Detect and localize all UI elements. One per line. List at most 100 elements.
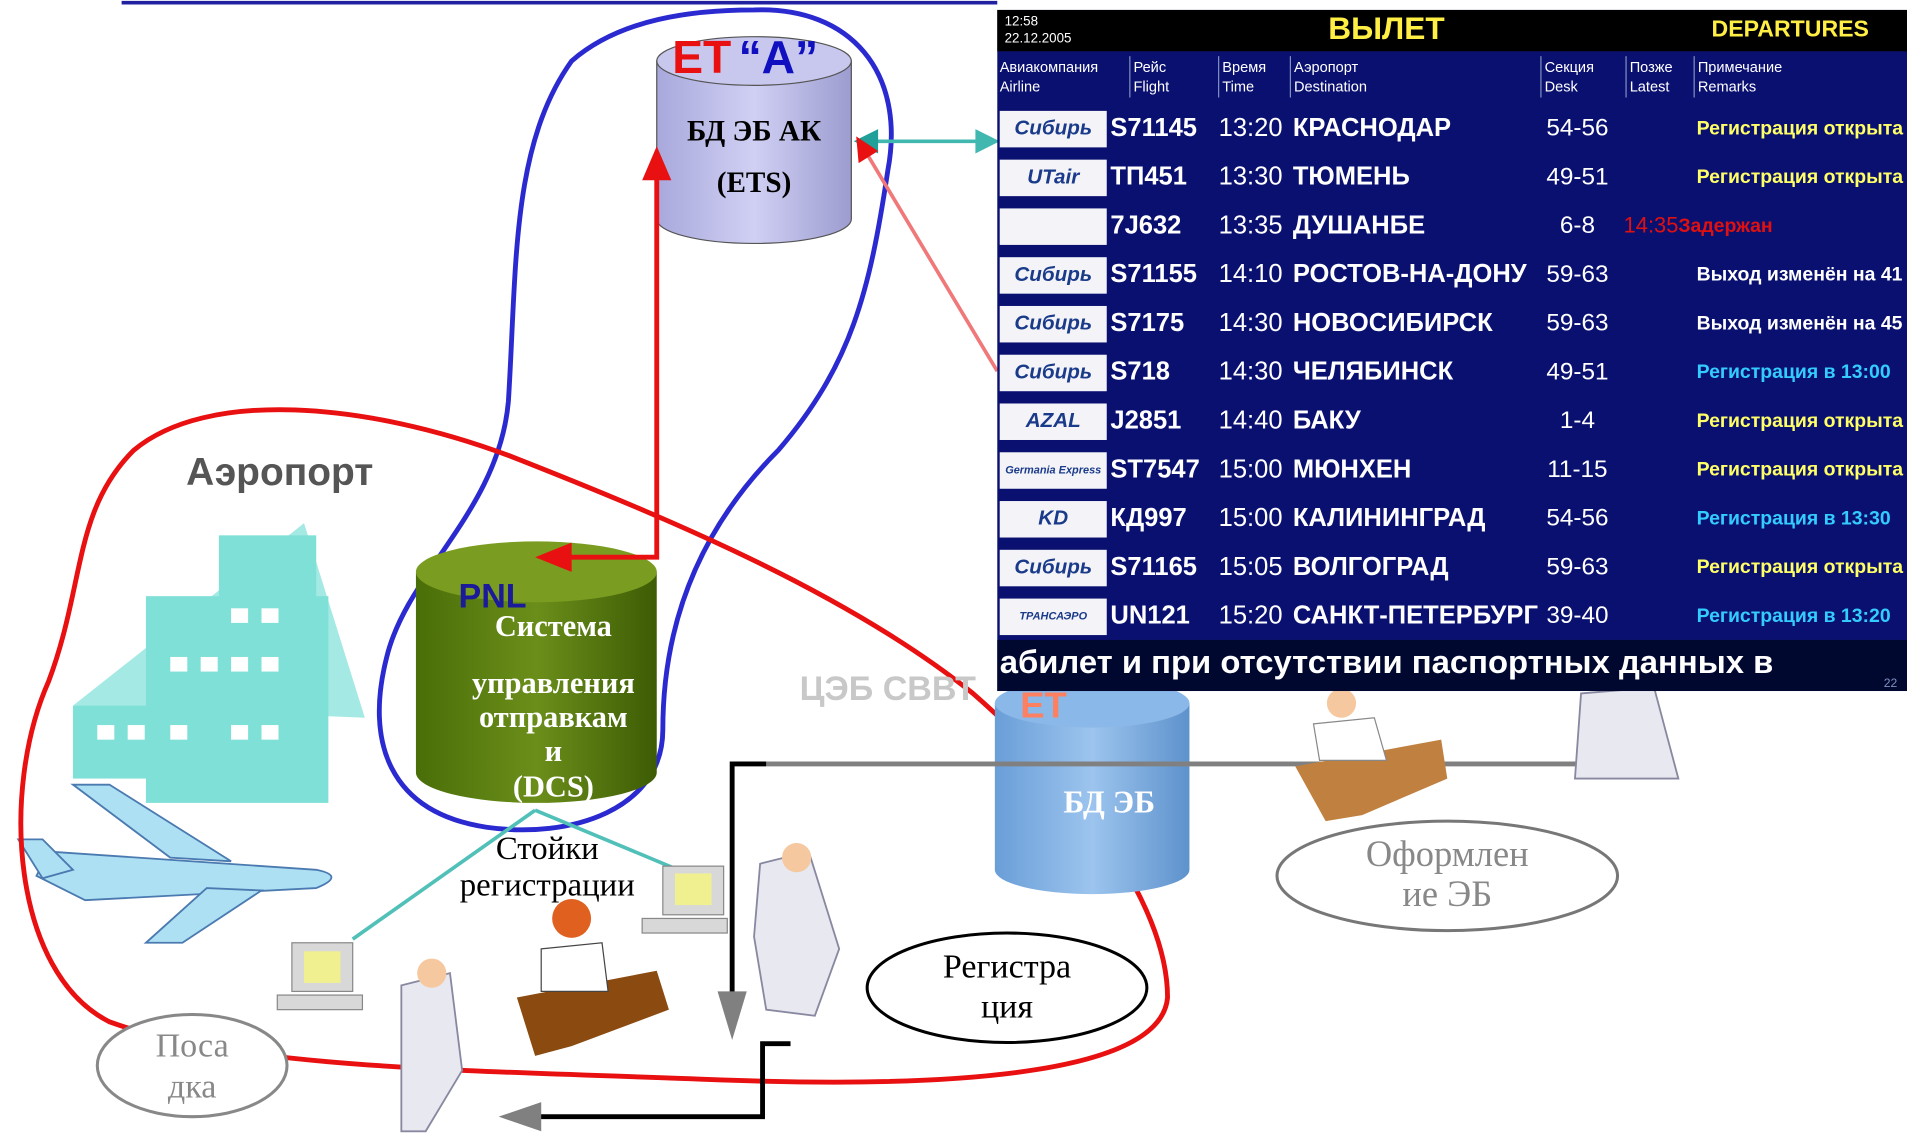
remark: Регистрация открыта	[1697, 556, 1904, 578]
desk: 54-56	[1546, 505, 1608, 532]
boarding-label: дка	[168, 1069, 216, 1106]
time: 15:00	[1219, 455, 1283, 483]
desk: 1-4	[1560, 407, 1595, 434]
time: 15:00	[1219, 504, 1283, 532]
registration-label: Регистра	[943, 948, 1071, 985]
remark: Регистрация открыта	[1697, 117, 1904, 139]
column-header: Latest	[1630, 80, 1670, 96]
column-header: Примечание	[1698, 60, 1782, 76]
page: ЦЭБ СВВТ ET БД ЭБ ET “A” БД ЭБ АК (ETS) …	[0, 0, 1907, 1140]
destination: МЮНХЕН	[1293, 455, 1412, 483]
counters-label: регистрации	[460, 868, 635, 904]
destination: САНКТ-ПЕТЕРБУРГ	[1293, 602, 1538, 630]
plane-icon	[18, 785, 331, 943]
flight: J2851	[1110, 406, 1181, 434]
destination: БАКУ	[1293, 406, 1362, 434]
column-header: Flight	[1133, 80, 1169, 96]
airline: Сибирь	[1014, 263, 1092, 286]
column-header: Рейс	[1133, 60, 1166, 76]
center-db-label: БД ЭБ	[1063, 785, 1155, 820]
page-number: 22	[1884, 676, 1898, 690]
time: 14:30	[1219, 358, 1283, 386]
column-header: Remarks	[1698, 80, 1756, 96]
registration-label: ция	[981, 988, 1033, 1025]
et-label: ET	[672, 31, 731, 83]
airline: UTair	[1027, 165, 1080, 188]
board-title: ВЫЛЕТ	[1328, 10, 1444, 46]
counters-label: Стойки	[496, 831, 599, 867]
destination: ДУШАНБЕ	[1293, 211, 1425, 239]
flight: ТП451	[1110, 163, 1187, 191]
remark: Регистрация открыта	[1697, 459, 1904, 481]
remark: Регистрация открыта	[1697, 166, 1904, 188]
airline: Сибирь	[1014, 360, 1092, 383]
time: 13:35	[1219, 211, 1283, 239]
desk: 11-15	[1547, 456, 1607, 483]
column-header: Time	[1222, 80, 1254, 96]
dcs-line: отправкам	[479, 700, 628, 734]
flight: S71145	[1110, 114, 1197, 142]
a-label: “A”	[739, 31, 819, 83]
dcs-line: Система	[495, 609, 612, 643]
airport-label: Аэропорт	[186, 451, 373, 494]
desk: 39-40	[1546, 602, 1608, 629]
dcs-line: (DCS)	[513, 769, 594, 803]
remark: Регистрация открыта	[1697, 410, 1904, 432]
time: 15:20	[1219, 602, 1283, 630]
destination: НОВОСИБИРСК	[1293, 309, 1493, 337]
diagram: ЦЭБ СВВТ ET БД ЭБ ET “A” БД ЭБ АК (ETS) …	[0, 0, 1907, 1140]
destination: КАЛИНИНГРАД	[1293, 504, 1486, 532]
destination: ТЮМЕНЬ	[1293, 163, 1410, 191]
desk: 6-8	[1560, 212, 1595, 239]
column-header: Desk	[1545, 80, 1579, 96]
latest: 14:35	[1624, 212, 1679, 237]
column-header: Airline	[1000, 80, 1041, 96]
time: 14:30	[1219, 309, 1283, 337]
airline: Сибирь	[1014, 556, 1092, 579]
airline: AZAL	[1025, 409, 1081, 432]
flight: S71165	[1110, 553, 1197, 581]
board-date: 22.12.2005	[1005, 31, 1072, 46]
column-header: Авиакомпания	[1000, 60, 1098, 76]
flight: КД997	[1110, 504, 1186, 532]
center-label: ЦЭБ СВВТ	[800, 670, 976, 708]
desk: 59-63	[1546, 310, 1608, 337]
ets-line: (ETS)	[717, 167, 792, 199]
departures-board	[997, 10, 1907, 691]
time: 15:05	[1219, 553, 1283, 581]
remark: Задержан	[1678, 215, 1772, 237]
time: 14:40	[1219, 406, 1283, 434]
column-header: Аэропорт	[1294, 60, 1358, 76]
board-time: 12:58	[1005, 14, 1038, 29]
issuing-label: ие ЭБ	[1402, 873, 1492, 914]
flight: ST7547	[1110, 455, 1199, 483]
airline: KD	[1038, 507, 1068, 530]
airline: Сибирь	[1014, 312, 1092, 335]
column-header: Destination	[1294, 80, 1367, 96]
airline: Сибирь	[1014, 117, 1092, 140]
destination: КРАСНОДАР	[1293, 114, 1451, 142]
flight: 7J632	[1110, 211, 1181, 239]
flight: UN121	[1110, 602, 1189, 630]
dcs-line: управления	[472, 666, 635, 700]
destination: ВОЛГОГРАД	[1293, 553, 1449, 581]
remark: Регистрация в 13:00	[1697, 361, 1891, 383]
time: 13:30	[1219, 163, 1283, 191]
remark: Выход изменён на 45	[1697, 312, 1903, 334]
desk: 54-56	[1546, 115, 1608, 142]
dcs-line: и	[545, 734, 563, 768]
flight: S718	[1110, 358, 1170, 386]
desk: 49-51	[1546, 358, 1608, 385]
board-ticker: абилет и при отсутствии паспортных данны…	[1000, 643, 1774, 680]
flight: S71155	[1110, 260, 1197, 288]
destination: РОСТОВ-НА-ДОНУ	[1293, 260, 1528, 288]
desk: 59-63	[1546, 261, 1608, 288]
remark: Регистрация в 13:20	[1697, 605, 1891, 627]
remark: Регистрация в 13:30	[1697, 507, 1891, 529]
column-header: Позже	[1630, 60, 1673, 76]
airline: Germania Express	[1005, 464, 1101, 476]
board-title-en: DEPARTURES	[1712, 16, 1869, 42]
destination: ЧЕЛЯБИНСК	[1293, 358, 1454, 386]
airline-logo	[1000, 208, 1107, 244]
column-header: Время	[1222, 60, 1266, 76]
